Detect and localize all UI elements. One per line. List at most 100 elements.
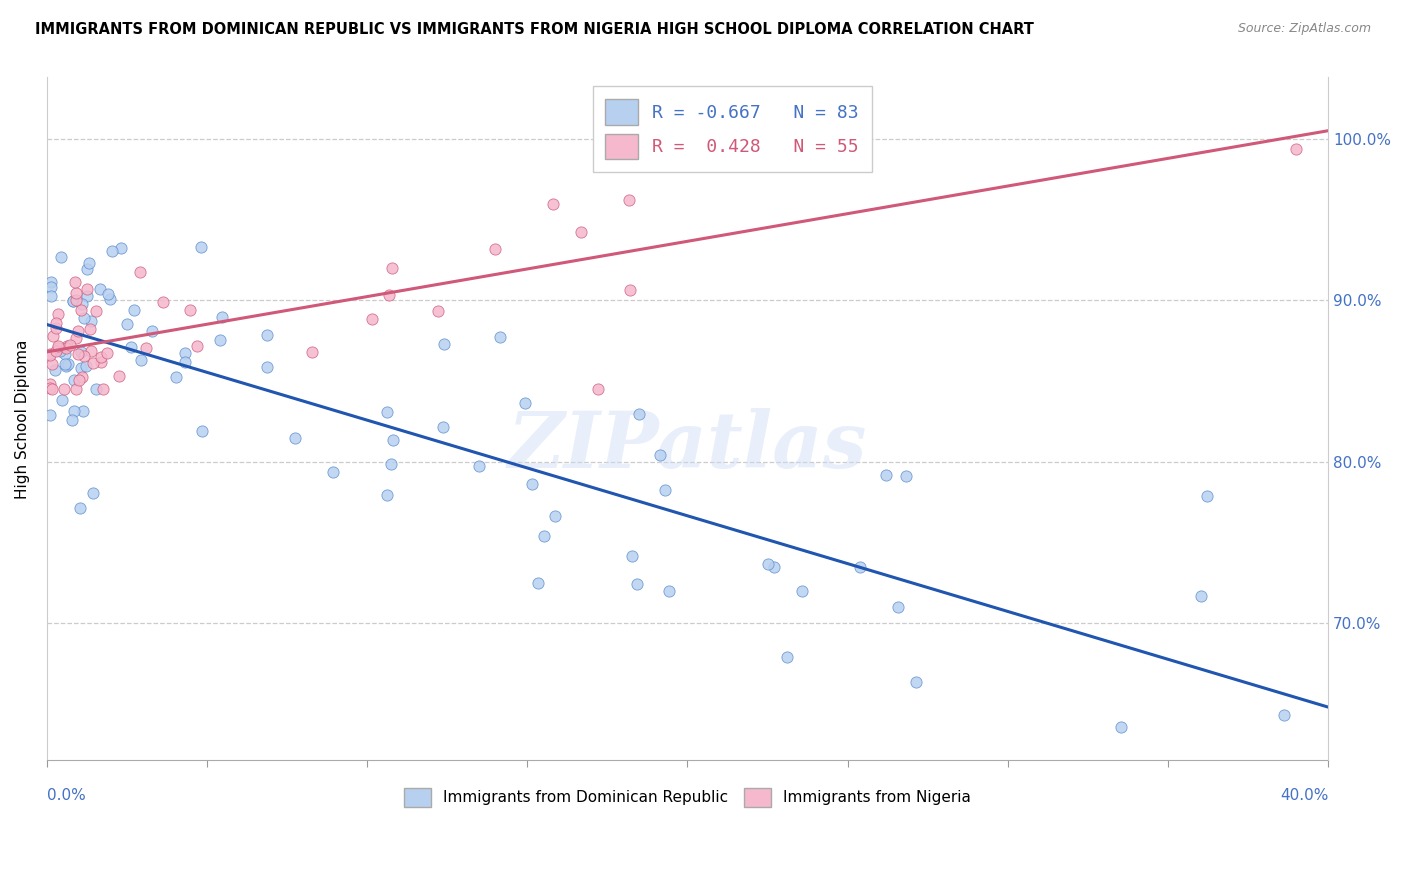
Point: [63, 373, 86, 387]
Y-axis label: High School Diploma: High School Diploma: [15, 339, 30, 499]
Point: [39, 380, 62, 394]
Point: [53, 347, 76, 361]
Point: [648, 448, 671, 462]
Point: [82, 485, 104, 500]
Point: [484, 242, 506, 256]
Point: [875, 468, 897, 483]
Point: [70, 345, 93, 359]
Point: [46, 339, 69, 353]
Point: [41, 357, 63, 371]
Point: [135, 341, 157, 355]
Point: [301, 345, 323, 359]
Point: [658, 584, 681, 599]
Point: [60, 413, 83, 427]
Text: ZIPatlas: ZIPatlas: [508, 408, 868, 484]
Point: [1272, 707, 1295, 722]
Point: [45, 321, 67, 335]
Point: [48, 342, 70, 356]
Point: [533, 529, 555, 543]
Point: [101, 244, 124, 259]
Point: [122, 303, 145, 318]
Text: IMMIGRANTS FROM DOMINICAN REPUBLIC VS IMMIGRANTS FROM NIGERIA HIGH SCHOOL DIPLOM: IMMIGRANTS FROM DOMINICAN REPUBLIC VS IM…: [35, 22, 1033, 37]
Point: [73, 349, 96, 363]
Point: [72, 404, 94, 418]
Point: [84, 382, 107, 396]
Point: [186, 339, 208, 353]
Point: [375, 405, 398, 419]
Point: [79, 255, 101, 269]
Point: [44, 363, 66, 377]
Point: [174, 346, 197, 360]
Point: [53, 382, 76, 396]
Point: [208, 333, 231, 347]
Point: [380, 457, 402, 471]
Point: [67, 373, 90, 387]
Point: [894, 468, 917, 483]
Point: [792, 583, 814, 598]
Point: [62, 294, 84, 309]
Point: [1111, 720, 1133, 734]
Point: [284, 431, 307, 445]
Point: [79, 322, 101, 336]
Point: [361, 312, 384, 326]
Point: [621, 549, 644, 563]
Point: [38, 347, 60, 361]
Point: [39, 279, 62, 293]
Point: [65, 286, 87, 301]
Point: [59, 337, 82, 351]
Point: [619, 283, 641, 297]
Point: [42, 329, 65, 343]
Point: [489, 329, 512, 343]
Point: [65, 293, 87, 308]
Point: [179, 303, 201, 318]
Point: [617, 194, 640, 208]
Point: [38, 377, 60, 392]
Point: [67, 347, 90, 361]
Point: [55, 339, 77, 353]
Point: [76, 288, 98, 302]
Point: [108, 368, 131, 383]
Legend: Immigrants from Dominican Republic, Immigrants from Nigeria: Immigrants from Dominican Republic, Immi…: [396, 780, 979, 814]
Point: [141, 324, 163, 338]
Point: [49, 343, 72, 358]
Point: [322, 465, 344, 479]
Point: [90, 350, 112, 364]
Point: [69, 501, 91, 516]
Point: [55, 341, 77, 355]
Point: [90, 355, 112, 369]
Point: [527, 575, 550, 590]
Point: [62, 404, 84, 418]
Point: [520, 477, 543, 491]
Point: [191, 425, 214, 439]
Point: [628, 407, 651, 421]
Point: [887, 599, 910, 614]
Point: [432, 337, 454, 351]
Point: [427, 304, 450, 318]
Point: [45, 317, 67, 331]
Point: [905, 674, 928, 689]
Point: [513, 396, 536, 410]
Point: [84, 304, 107, 318]
Point: [38, 408, 60, 422]
Point: [96, 346, 118, 360]
Point: [53, 357, 76, 371]
Point: [97, 287, 120, 301]
Point: [120, 340, 142, 354]
Point: [381, 261, 404, 276]
Point: [569, 225, 592, 239]
Point: [1195, 489, 1218, 503]
Point: [165, 369, 187, 384]
Point: [76, 282, 98, 296]
Point: [100, 292, 122, 306]
Point: [432, 420, 454, 434]
Point: [1285, 142, 1308, 156]
Text: 40.0%: 40.0%: [1279, 788, 1329, 803]
Point: [73, 310, 96, 325]
Point: [82, 356, 104, 370]
Point: [65, 331, 87, 345]
Point: [70, 360, 93, 375]
Point: [378, 288, 401, 302]
Point: [544, 508, 567, 523]
Point: [129, 265, 152, 279]
Point: [654, 483, 676, 497]
